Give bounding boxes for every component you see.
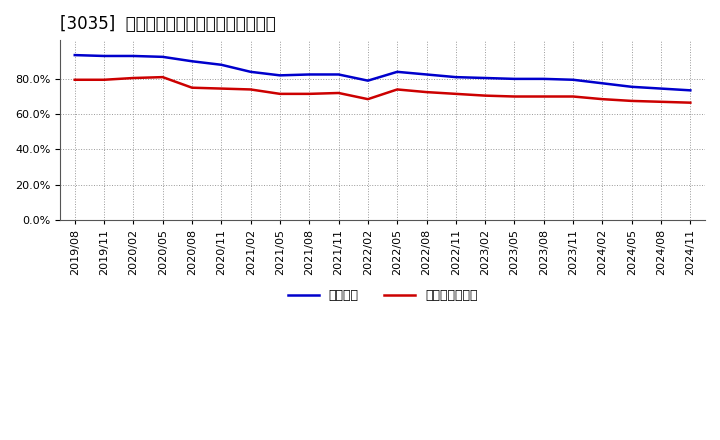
固定比率 xyxy=(71,52,79,58)
固定比率 xyxy=(451,74,460,80)
固定比率 xyxy=(422,72,431,77)
固定長期適合率 xyxy=(100,77,109,82)
固定比率 xyxy=(100,53,109,59)
固定比率 xyxy=(657,86,665,91)
固定比率 xyxy=(276,73,284,78)
固定長期適合率 xyxy=(246,87,255,92)
固定比率 xyxy=(217,62,225,67)
Line: 固定比率: 固定比率 xyxy=(75,55,690,90)
固定比率 xyxy=(598,81,607,86)
固定比率 xyxy=(686,88,695,93)
固定長期適合率 xyxy=(422,89,431,95)
固定長期適合率 xyxy=(657,99,665,104)
固定長期適合率 xyxy=(686,100,695,105)
固定比率 xyxy=(129,53,138,59)
固定長期適合率 xyxy=(71,77,79,82)
Legend: 固定比率, 固定長期適合率: 固定比率, 固定長期適合率 xyxy=(282,284,482,307)
固定長期適合率 xyxy=(539,94,548,99)
固定比率 xyxy=(569,77,577,82)
固定比率 xyxy=(246,69,255,74)
固定長期適合率 xyxy=(129,75,138,81)
Line: 固定長期適合率: 固定長期適合率 xyxy=(75,77,690,103)
固定比率 xyxy=(627,84,636,89)
固定比率 xyxy=(510,76,519,81)
固定長期適合率 xyxy=(627,98,636,103)
固定長期適合率 xyxy=(334,90,343,95)
固定長期適合率 xyxy=(598,96,607,102)
固定長期適合率 xyxy=(393,87,402,92)
固定長期適合率 xyxy=(569,94,577,99)
固定比率 xyxy=(334,72,343,77)
固定長期適合率 xyxy=(481,93,490,98)
固定長期適合率 xyxy=(451,91,460,96)
固定比率 xyxy=(305,72,314,77)
固定比率 xyxy=(188,59,197,64)
固定長期適合率 xyxy=(305,91,314,96)
固定比率 xyxy=(539,76,548,81)
Text: [3035]  固定比率、固定長期適合率の推移: [3035] 固定比率、固定長期適合率の推移 xyxy=(60,15,276,33)
固定長期適合率 xyxy=(217,86,225,91)
固定比率 xyxy=(158,54,167,59)
固定長期適合率 xyxy=(188,85,197,90)
固定長期適合率 xyxy=(276,91,284,96)
固定長期適合率 xyxy=(510,94,519,99)
固定長期適合率 xyxy=(158,74,167,80)
固定比率 xyxy=(393,69,402,74)
固定比率 xyxy=(364,78,372,83)
固定長期適合率 xyxy=(364,96,372,102)
固定比率 xyxy=(481,75,490,81)
